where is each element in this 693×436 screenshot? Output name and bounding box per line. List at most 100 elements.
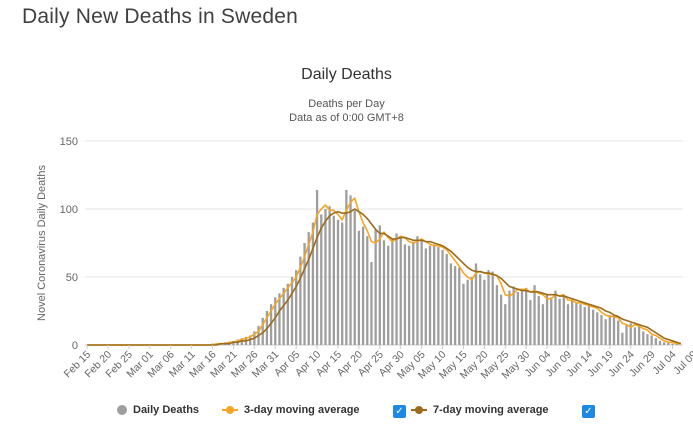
bar[interactable]: [299, 256, 302, 345]
bar[interactable]: [487, 270, 490, 345]
bar[interactable]: [403, 244, 407, 345]
bar[interactable]: [529, 300, 532, 345]
bar[interactable]: [587, 304, 591, 345]
bar[interactable]: [357, 230, 361, 345]
legend-item-daily-deaths[interactable]: Daily Deaths: [117, 404, 199, 416]
bar[interactable]: [537, 296, 540, 345]
bar[interactable]: [303, 243, 306, 345]
bar[interactable]: [370, 262, 373, 345]
bar[interactable]: [437, 247, 440, 345]
bar[interactable]: [470, 277, 473, 345]
bar[interactable]: [416, 236, 419, 345]
bar[interactable]: [571, 300, 574, 345]
bar[interactable]: [445, 253, 448, 345]
bar[interactable]: [479, 274, 482, 345]
bar[interactable]: [667, 342, 670, 345]
legend-item-3-day-average[interactable]: 3-day moving average: [222, 404, 360, 416]
bar[interactable]: [336, 219, 340, 345]
bar[interactable]: [366, 236, 369, 345]
bar[interactable]: [399, 236, 402, 345]
bar[interactable]: [504, 304, 507, 345]
bar[interactable]: [474, 263, 478, 345]
bar[interactable]: [642, 331, 645, 345]
bar[interactable]: [269, 304, 273, 345]
bar[interactable]: [341, 222, 344, 345]
bar[interactable]: [466, 279, 469, 345]
bar[interactable]: [407, 245, 411, 345]
bar[interactable]: [433, 244, 436, 345]
bar[interactable]: [290, 277, 294, 345]
bar[interactable]: [345, 189, 348, 345]
bar[interactable]: [311, 222, 315, 345]
bar[interactable]: [295, 270, 298, 345]
bar[interactable]: [612, 316, 616, 345]
bar[interactable]: [449, 263, 453, 345]
bar[interactable]: [395, 233, 398, 345]
bar[interactable]: [374, 229, 377, 345]
bar[interactable]: [382, 240, 386, 345]
bar[interactable]: [554, 290, 557, 345]
bar[interactable]: [658, 340, 662, 345]
bar[interactable]: [320, 214, 323, 345]
bar[interactable]: [307, 232, 310, 345]
bar[interactable]: [361, 226, 365, 345]
bar[interactable]: [261, 317, 264, 345]
bar[interactable]: [286, 283, 289, 345]
bar[interactable]: [516, 291, 519, 345]
bar[interactable]: [420, 238, 423, 345]
bar[interactable]: [274, 297, 277, 345]
bar[interactable]: [387, 245, 390, 345]
bar[interactable]: [441, 249, 444, 345]
line-7-day-average[interactable]: [87, 208, 682, 346]
bar[interactable]: [520, 289, 524, 345]
bar[interactable]: [629, 323, 632, 345]
bar[interactable]: [491, 271, 494, 345]
bar[interactable]: [621, 332, 624, 345]
bar[interactable]: [633, 327, 637, 345]
bar[interactable]: [378, 225, 381, 345]
bar[interactable]: [558, 298, 561, 345]
bar[interactable]: [583, 306, 586, 345]
bar[interactable]: [324, 209, 327, 345]
bar[interactable]: [458, 267, 461, 345]
toggle-7-day-checkbox[interactable]: ✓: [582, 405, 595, 418]
bar[interactable]: [625, 324, 628, 345]
legend-item-7-day-average[interactable]: 7-day moving average: [411, 404, 549, 416]
bar[interactable]: [671, 343, 674, 345]
toggle-3-day-checkbox[interactable]: ✓: [393, 405, 406, 418]
bar[interactable]: [278, 293, 281, 345]
bar[interactable]: [545, 294, 549, 345]
bar[interactable]: [575, 302, 578, 345]
bar[interactable]: [550, 297, 553, 345]
bar[interactable]: [332, 215, 335, 345]
bar[interactable]: [663, 342, 666, 345]
bar[interactable]: [541, 304, 545, 345]
bar[interactable]: [508, 290, 511, 345]
bar[interactable]: [650, 335, 653, 345]
bar[interactable]: [646, 334, 649, 345]
bar[interactable]: [412, 241, 415, 345]
bar[interactable]: [637, 325, 641, 345]
bar[interactable]: [566, 304, 570, 345]
bar[interactable]: [604, 319, 607, 345]
bar[interactable]: [525, 287, 528, 345]
bar[interactable]: [391, 238, 394, 345]
bar[interactable]: [562, 296, 565, 345]
bar[interactable]: [349, 195, 352, 345]
bar[interactable]: [596, 312, 599, 345]
bar[interactable]: [499, 294, 503, 345]
bar[interactable]: [282, 287, 285, 345]
bar[interactable]: [654, 338, 657, 345]
bar[interactable]: [428, 245, 432, 345]
bar[interactable]: [483, 279, 486, 345]
bar[interactable]: [579, 304, 582, 345]
bar[interactable]: [353, 210, 356, 345]
bar[interactable]: [591, 309, 595, 345]
bar[interactable]: [608, 315, 611, 345]
bar[interactable]: [512, 286, 515, 345]
bar[interactable]: [533, 285, 536, 345]
bar[interactable]: [495, 285, 499, 345]
bar[interactable]: [617, 320, 620, 345]
bar[interactable]: [453, 266, 457, 345]
bar[interactable]: [315, 189, 319, 345]
